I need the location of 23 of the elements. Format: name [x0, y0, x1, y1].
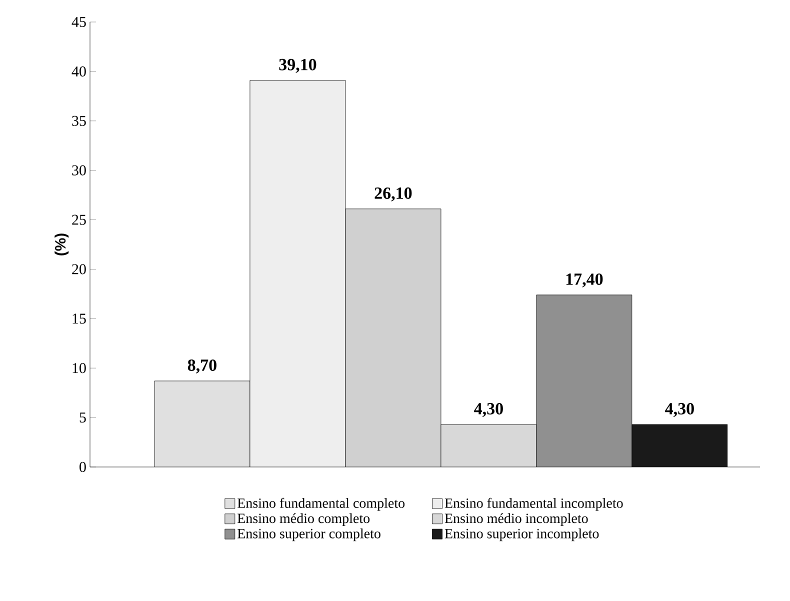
- y-axis-title: (%): [54, 234, 69, 256]
- y-tick-label: 45: [72, 16, 86, 27]
- data-label: 8,70: [188, 359, 216, 374]
- legend-label: Ensino fundamental incompleto: [444, 498, 623, 511]
- y-tick-label: 30: [72, 165, 86, 176]
- y-tick-label: 15: [72, 314, 86, 324]
- data-label: 39,10: [279, 58, 316, 73]
- y-tick-label: 20: [72, 264, 86, 274]
- data-label: 4,30: [474, 402, 503, 417]
- legend-label: Ensino superior completo: [238, 528, 380, 542]
- legend-label: Ensino médio completo: [238, 513, 370, 526]
- data-label: 4,30: [665, 402, 694, 417]
- y-tick-label: 0: [80, 462, 86, 472]
- data-label: 26,10: [374, 187, 412, 202]
- y-tick-label: 10: [72, 363, 86, 374]
- y-tick-label: 25: [72, 214, 86, 225]
- y-tick-label: 40: [72, 66, 86, 76]
- data-label: 17,40: [566, 273, 603, 288]
- legend-label: Ensino fundamental completo: [238, 498, 405, 511]
- y-tick-label: 5: [80, 412, 86, 423]
- legend-label: Ensino superior incompleto: [444, 528, 599, 542]
- legend-label: Ensino médio incompleto: [444, 513, 588, 526]
- y-tick-label: 35: [72, 116, 86, 126]
